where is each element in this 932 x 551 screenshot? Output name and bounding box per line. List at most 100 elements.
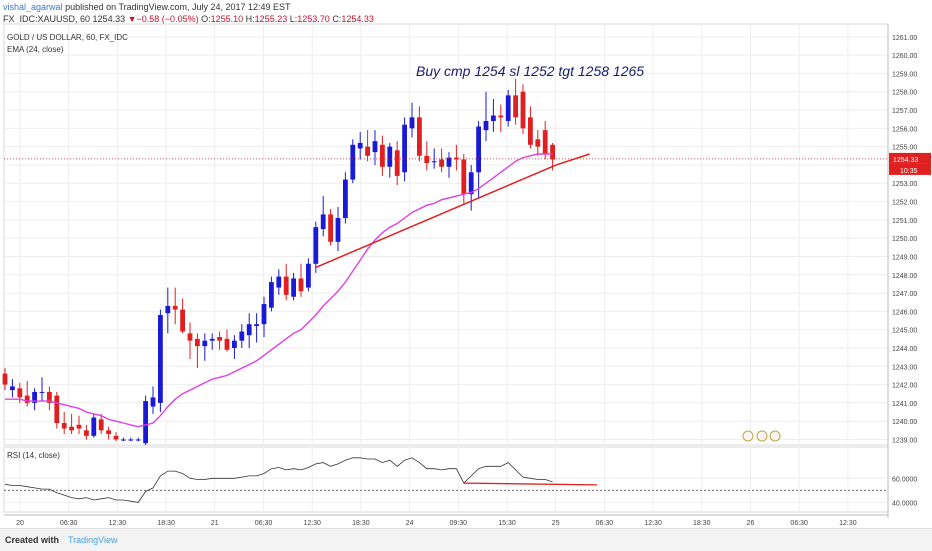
candle-body: [417, 117, 422, 156]
candles-layer: [2, 78, 555, 445]
economic-event-icon[interactable]: [769, 430, 781, 442]
time-tick-label: 12:30: [644, 520, 662, 527]
change-value: −0.58 (−0.05%): [136, 14, 199, 24]
overlay-layer: 1254.33 10:35: [4, 152, 931, 442]
symbol-label: FX_IDC:XAUUSD, 60: [3, 14, 91, 24]
high-label: H:: [245, 14, 255, 24]
candle-body: [202, 340, 208, 347]
time-tick-label: 12:30: [303, 520, 321, 527]
candle-body: [454, 157, 459, 160]
candle-body: [165, 305, 171, 314]
time-tick-label: 06:30: [255, 520, 273, 527]
economic-event-icon[interactable]: [756, 430, 768, 442]
candle-body: [343, 179, 348, 219]
candle-body: [39, 391, 45, 393]
economic-event-icon[interactable]: [742, 430, 754, 442]
price-tick-label: 1248.00: [892, 273, 917, 280]
candle-body: [98, 419, 104, 431]
candle-body: [350, 144, 356, 180]
down-arrow-icon: ▼: [127, 14, 137, 24]
candle-body: [61, 423, 67, 429]
candle-body: [276, 276, 282, 288]
price-tick-label: 1257.00: [892, 108, 917, 115]
rsi-tick-label: 60.0000: [892, 476, 917, 483]
last-price: 1254.33: [92, 14, 126, 24]
candle-body: [24, 395, 30, 403]
price-tick-label: 1250.00: [892, 236, 917, 243]
candle-body: [128, 439, 134, 441]
candle-body: [409, 117, 415, 129]
candle-body: [505, 95, 511, 122]
published-note: published on TradingView.com, July 24, 2…: [65, 2, 291, 12]
rsi-line: [4, 457, 553, 503]
high-value: 1255.23: [254, 14, 288, 24]
candle-body: [91, 417, 97, 436]
candle-body: [2, 373, 8, 385]
candle-body: [10, 386, 15, 391]
candle-body: [143, 401, 148, 444]
time-tick-label: 06:30: [790, 520, 808, 527]
price-tick-label: 1259.00: [892, 71, 917, 78]
time-tick-label: 25: [552, 520, 560, 527]
close-label: C:: [332, 14, 342, 24]
candle-body: [550, 144, 555, 160]
price-tick-label: 1243.00: [892, 364, 917, 371]
open-value: 1255.10: [210, 14, 244, 24]
candle-body: [217, 337, 222, 341]
time-tick-label: 21: [211, 520, 219, 527]
last-price-tag-label: 1254.33: [893, 157, 918, 164]
candle-body: [365, 146, 370, 156]
last-price-tag: [889, 152, 931, 164]
candle-body: [402, 124, 407, 173]
rsi-trendline[interactable]: [463, 482, 598, 486]
low-label: L:: [289, 14, 298, 24]
price-tick-label: 1240.00: [892, 419, 917, 426]
candle-body: [209, 338, 215, 341]
candle-body: [439, 159, 444, 167]
price-tick-label: 1246.00: [892, 309, 917, 316]
candle-body: [76, 424, 82, 429]
ema-legend: EMA (24, close): [7, 45, 64, 54]
candle-body: [431, 161, 437, 163]
candle-body: [135, 439, 141, 441]
candle-body: [291, 278, 296, 297]
candle-body: [283, 276, 289, 295]
time-tick-label: 12:30: [109, 520, 127, 527]
price-tick-label: 1258.00: [892, 90, 917, 97]
low-value: 1253.70: [297, 14, 330, 24]
candle-body: [513, 95, 518, 118]
candle-body: [357, 142, 363, 149]
rsi-pane: 40.0000 60.0000: [4, 457, 917, 507]
price-tick-label: 1252.00: [892, 200, 917, 207]
instrument-legend: GOLD / US DOLLAR, 60, FX_IDC: [7, 33, 128, 42]
time-tick-label: 18:30: [693, 520, 711, 527]
candle-body: [261, 304, 267, 325]
candle-body: [387, 146, 393, 167]
candle-body: [224, 338, 230, 350]
candle-body: [232, 340, 237, 348]
candle-body: [491, 115, 496, 122]
price-tick-label: 1249.00: [892, 254, 917, 261]
price-tick-label: 1242.00: [892, 383, 917, 390]
price-tick-label: 1244.00: [892, 346, 917, 353]
candle-body: [113, 435, 119, 440]
main-pane-frame: [3, 23, 889, 446]
tradingview-logo[interactable]: TradingView: [68, 535, 118, 545]
price-tick-label: 1239.00: [892, 438, 917, 445]
candle-body: [372, 141, 378, 153]
rsi-legend: RSI (14, close): [7, 451, 60, 460]
candle-body: [461, 159, 467, 195]
candle-body: [320, 214, 326, 230]
candle-body: [335, 218, 341, 242]
support-trendline[interactable]: [315, 153, 590, 269]
candle-body: [246, 324, 252, 336]
candle-body: [187, 333, 193, 341]
ema-line: [5, 153, 553, 428]
candle-body: [106, 430, 111, 435]
close-value: 1254.33: [341, 14, 374, 24]
candle-body: [483, 121, 489, 131]
price-tick-label: 1255.00: [892, 145, 917, 152]
countdown-tag-label: 10:35: [900, 168, 918, 175]
price-chart[interactable]: 1239.00 1240.00 1241.00 1242.00 1243.00 1244.…: [0, 0, 932, 528]
author-name[interactable]: vishal_agarwal: [3, 2, 63, 12]
